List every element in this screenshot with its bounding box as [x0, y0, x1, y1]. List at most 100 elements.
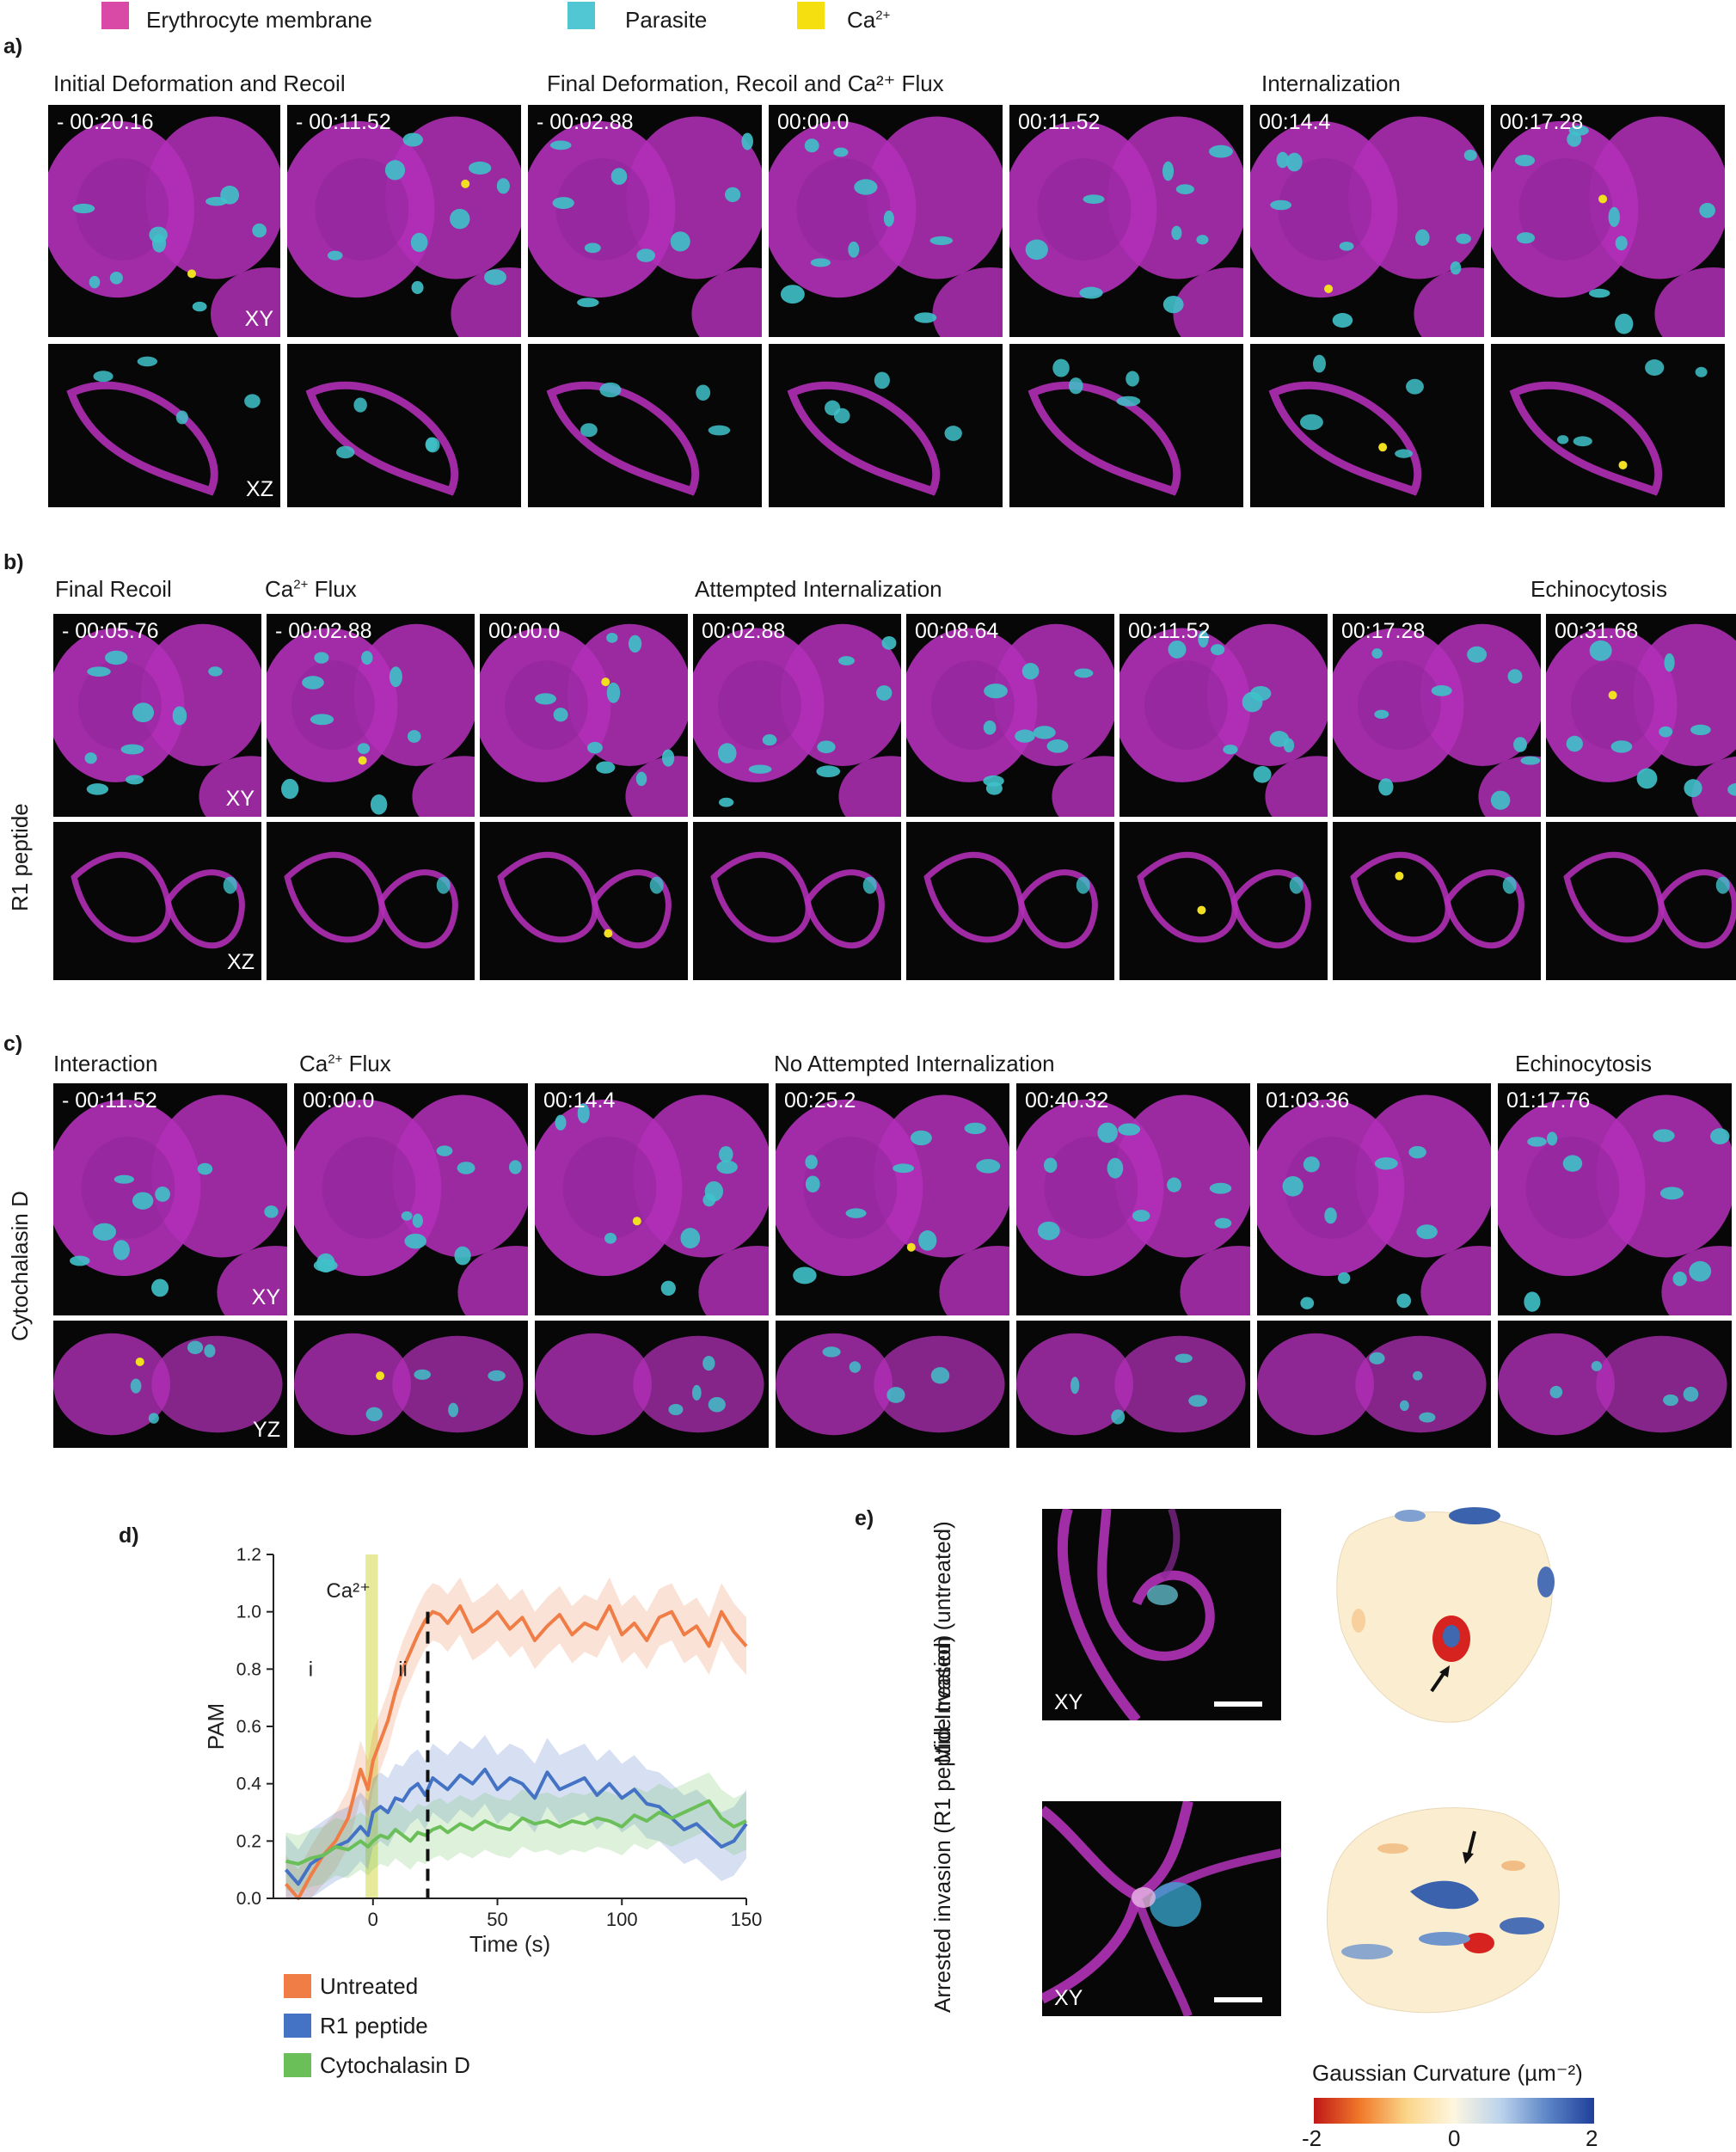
panel-c-xy-frame-7: 01:17.76 [1498, 1083, 1732, 1315]
panel-a-xz-frame-2 [287, 344, 521, 507]
x-axis-label: Time (s) [469, 1931, 550, 1957]
legend-swatch-parasite [567, 2, 595, 29]
series-band-0 [285, 1577, 746, 1898]
legend-swatch-membrane [101, 2, 129, 29]
panel-b-xy-frame-2: - 00:02.88 [267, 614, 475, 817]
panel-b-xy-timestamp-3: 00:00.0 [488, 619, 561, 643]
legend-swatch-r1 [284, 2014, 311, 2038]
legend-swatch-calcium [797, 2, 825, 29]
panel-a-xy-timestamp-3: - 00:02.88 [537, 110, 634, 134]
y-tick-label-6: 1.2 [236, 1545, 261, 1565]
panel-b-xy-frame-8: 00:31.68 [1546, 614, 1736, 817]
panel-a-xy-frame-1: - 00:20.16 XY [48, 105, 280, 337]
panel-a-xy-frame-6: 00:14.4 [1250, 105, 1484, 337]
panel-a-xy-timestamp-1: - 00:20.16 [57, 110, 154, 134]
panel-a-section-3: Internalization [1261, 71, 1401, 96]
panel-a-xy-frame-3: - 00:02.88 [528, 105, 762, 337]
panel-b-xz-frame-7 [1333, 822, 1541, 980]
y-tick-label-5: 1.0 [236, 1603, 261, 1622]
panel-c-xy-timestamp-7: 01:17.76 [1506, 1088, 1591, 1113]
panel-b-condition-label: R1 peptide [7, 803, 33, 911]
curvature-colorbar [1314, 2098, 1594, 2124]
panel-c-condition-label: Cytochalasin D [7, 1191, 33, 1341]
colorbar-title: Gaussian Curvature (µm⁻²) [1312, 2060, 1583, 2086]
panel-a-xz-frame-7 [1491, 344, 1725, 507]
panel-b-xy-frame-6: 00:11.52 [1120, 614, 1328, 817]
panel-d-letter: d) [119, 1524, 139, 1548]
y-tick-label-1: 0.2 [236, 1831, 261, 1851]
y-axis-label: PAM [206, 1703, 229, 1750]
panel-e-row-2-label: Arrested invasion (R1 peptide treated) [929, 1634, 955, 2013]
panel-b-xy-frame-3: 00:00.0 [480, 614, 688, 817]
panel-b-xz-frame-3 [480, 822, 688, 980]
panel-a-xy-plane-label: XY [244, 307, 273, 331]
series-line-0 [284, 1604, 748, 1900]
y-tick-label-2: 0.4 [236, 1775, 262, 1794]
legend-label-parasite: Parasite [625, 7, 708, 33]
legend-swatch-cytod [284, 2053, 311, 2077]
panel-c-yz-frame-3 [535, 1321, 769, 1448]
panel-b-xy-timestamp-6: 00:11.52 [1128, 619, 1211, 643]
mid-invasion-scalebar [1214, 1701, 1262, 1707]
panel-c-section-3: No Attempted Internalization [774, 1051, 1055, 1076]
phase-label-ii: ii [398, 1658, 408, 1681]
panel-a-letter: a) [3, 34, 23, 58]
panel-b-xz-frame-4 [693, 822, 901, 980]
panel-c-yz-frame-4 [776, 1321, 1009, 1448]
series-band-2 [285, 1772, 746, 1893]
panel-b-xy-timestamp-5: 00:08.64 [915, 619, 999, 643]
panel-e-letter: e) [855, 1506, 874, 1530]
colorbar-tick-mid: 0 [1448, 2125, 1461, 2151]
panel-c-section-2: Ca2+ Flux [299, 1051, 391, 1076]
legend-label-membrane: Erythrocyte membrane [146, 7, 372, 33]
panel-c-xy-timestamp-1: - 00:11.52 [62, 1088, 157, 1113]
series-band-1 [285, 1735, 746, 1898]
y-tick-label-3: 0.6 [236, 1717, 261, 1737]
panel-a-xz-frame-6 [1250, 344, 1484, 507]
mid-invasion-plane-label: XY [1054, 1690, 1083, 1714]
arrested-invasion-scalebar [1214, 1997, 1262, 2002]
panel-c-xy-frame-6: 01:03.36 [1257, 1083, 1491, 1315]
panel-b-xz-frame-6 [1120, 822, 1328, 980]
panel-c-yz-frame-7 [1498, 1321, 1732, 1448]
panel-c-xy-frame-1: - 00:11.52 XY [53, 1083, 287, 1315]
panel-c-section-1: Interaction [53, 1051, 158, 1076]
arrested-invasion-curvature-mesh [1326, 1807, 1560, 2014]
x-tick-label-1: 50 [487, 1909, 507, 1930]
panel-c-yz-frame-6 [1257, 1321, 1491, 1448]
panel-c-xy-frame-4: 00:25.2 [776, 1083, 1009, 1315]
panel-b-xz-plane-label: XZ [227, 950, 255, 974]
y-tick-label-0: 0.0 [236, 1889, 261, 1909]
panel-a-xz-frame-5 [1009, 344, 1243, 507]
panel-a-section-2: Final Deformation, Recoil and Ca²⁺ Flux [547, 71, 944, 96]
panel-b-xy-frame-4: 00:02.88 [693, 614, 901, 817]
panel-a-xz-frame-4 [769, 344, 1003, 507]
panel-c-yz-frame-1: YZ [53, 1321, 287, 1448]
panel-b-xy-timestamp-4: 00:02.88 [702, 619, 786, 643]
x-tick-label-2: 100 [606, 1909, 638, 1930]
panel-c-section-4: Echinocytosis [1515, 1051, 1652, 1076]
panel-b-xy-timestamp-7: 00:17.28 [1341, 619, 1426, 643]
panel-a-xy-frame-5: 00:11.52 [1009, 105, 1243, 337]
panel-a-xy-timestamp-7: 00:17.28 [1500, 110, 1584, 134]
arrested-invasion-plane-label: XY [1054, 1986, 1083, 2010]
panel-b-xz-frame-5 [906, 822, 1114, 980]
panel-b-section-4: Echinocytosis [1531, 576, 1667, 602]
panel-c-xy-timestamp-5: 00:40.32 [1025, 1088, 1109, 1113]
legend-label-calcium: Ca2+ [847, 7, 891, 33]
series-line-2 [285, 1799, 747, 1866]
panel-b-xy-timestamp-1: - 00:05.76 [62, 619, 159, 643]
panel-b-xz-frame-2 [267, 822, 475, 980]
panel-a-xy-frame-7: 00:17.28 [1491, 105, 1725, 337]
panel-c-xy-timestamp-4: 00:25.2 [784, 1088, 856, 1113]
panel-c-yz-frame-5 [1016, 1321, 1250, 1448]
panel-a-section-1: Initial Deformation and Recoil [53, 71, 346, 96]
panel-b-xy-timestamp-2: - 00:02.88 [275, 619, 372, 643]
panel-c-yz-frame-2 [294, 1321, 528, 1448]
panel-a-xy-frame-4: 00:00.0 [769, 105, 1003, 337]
x-tick-label-0: 0 [368, 1909, 378, 1930]
y-tick-label-4: 0.8 [236, 1659, 261, 1679]
panel-c-letter: c) [3, 1032, 23, 1056]
panel-b-xy-frame-7: 00:17.28 [1333, 614, 1541, 817]
series-line-1 [284, 1768, 748, 1886]
